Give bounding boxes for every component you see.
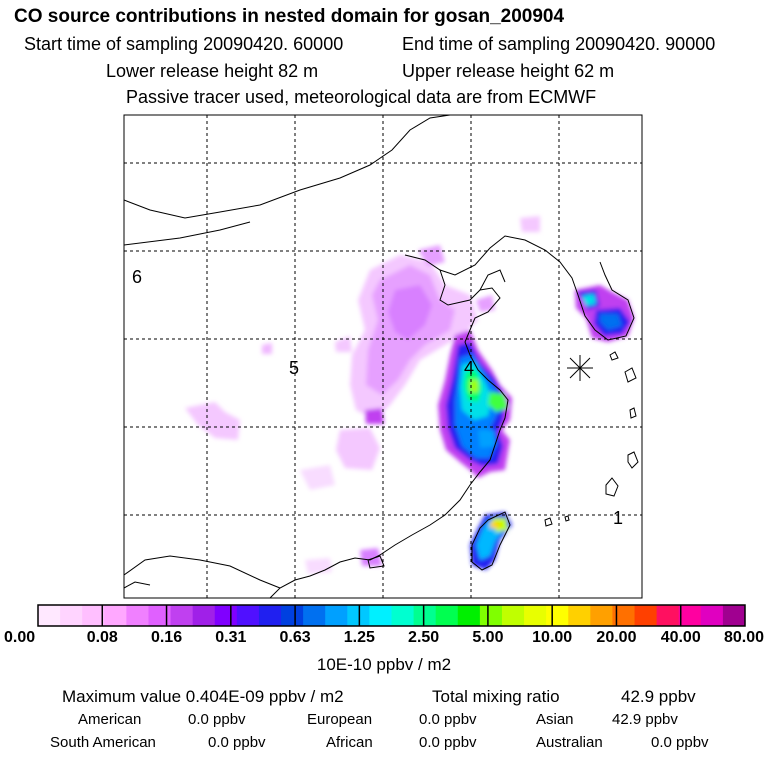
receptor-star-icon — [567, 355, 593, 381]
colorbar-swatch — [170, 605, 194, 626]
colorbar-swatch — [678, 605, 702, 626]
colorbar-swatch — [258, 605, 282, 626]
colorbar-tick-label: 0.08 — [86, 629, 118, 646]
region-value-american: 0.0 ppbv — [188, 711, 246, 728]
colorbar-tick-label: 0.16 — [150, 629, 183, 646]
colorbar-swatch — [281, 605, 304, 626]
colorbar-tick-label: 0.63 — [279, 629, 311, 646]
colorbar — [38, 605, 746, 626]
colorbar-swatch — [413, 605, 437, 626]
colorbar-swatch — [391, 605, 415, 626]
colorbar-tick-label: 5.00 — [472, 629, 504, 646]
max-value-label: Maximum value 0.404E-09 ppbv / m2 — [62, 687, 344, 706]
colorbar-tick-label: 2.50 — [408, 629, 440, 646]
colorbar-tick-label: 0.31 — [215, 629, 247, 646]
colorbar-swatch — [148, 605, 172, 626]
colorbar-swatch — [214, 605, 238, 626]
colorbar-swatch — [501, 605, 525, 626]
colorbar-tick-label: 40.00 — [660, 629, 701, 646]
colorbar-swatch — [303, 605, 326, 626]
colorbar-swatch — [325, 605, 348, 626]
map-title: CO source contributions in nested domain… — [14, 6, 565, 27]
coastlines — [124, 115, 639, 598]
colorbar-swatch — [568, 605, 591, 626]
colorbar-tick-label: 80.00 — [723, 629, 764, 646]
colorbar-swatch — [38, 605, 61, 626]
upper-release-label: Upper release height 62 m — [402, 61, 615, 81]
region-name-south-american: South American — [50, 734, 156, 751]
colorbar-unit: 10E-10 ppbv / m2 — [316, 655, 452, 674]
colorbar-tick-label: 1.25 — [343, 629, 375, 646]
colorbar-swatch — [700, 605, 724, 626]
colorbar-swatch — [104, 605, 127, 626]
colorbar-swatch — [126, 605, 149, 626]
map-area: 6 5 4 1 — [124, 115, 642, 598]
region-value-african: 0.0 ppbv — [419, 734, 477, 751]
region-label-6: 6 — [132, 267, 142, 287]
colorbar-swatch — [656, 605, 680, 626]
colorbar-swatch — [435, 605, 459, 626]
colorbar-tick-label: 10.00 — [532, 629, 573, 646]
start-time-label: Start time of sampling 20090420. 60000 — [24, 34, 344, 54]
total-mixing-label: Total mixing ratio — [432, 687, 560, 706]
region-value-south-american: 0.0 ppbv — [208, 734, 266, 751]
colorbar-swatch — [634, 605, 658, 626]
region-name-european: European — [307, 711, 373, 728]
region-label-4: 4 — [464, 358, 474, 378]
colorbar-swatch — [60, 605, 83, 626]
colorbar-swatch — [192, 605, 216, 626]
region-label-1: 1 — [613, 508, 623, 528]
region-value-european: 0.0 ppbv — [419, 711, 477, 728]
colorbar-tick-label: 20.00 — [596, 629, 637, 646]
total-mixing-value: 42.9 ppbv — [621, 687, 696, 706]
concentration-plume — [185, 216, 634, 574]
region-name-american: American — [78, 711, 142, 728]
region-name-australian: Australian — [536, 734, 603, 751]
colorbar-frame — [37, 604, 746, 627]
colorbar-swatch — [236, 605, 260, 626]
region-value-australian: 0.0 ppbv — [651, 734, 709, 751]
map-frame — [123, 114, 643, 599]
colorbar-swatch — [612, 605, 636, 626]
colorbar-swatch — [479, 605, 503, 626]
tracer-note: Passive tracer used, meteorological data… — [126, 87, 597, 107]
end-time-label: End time of sampling 20090420. 90000 — [402, 34, 716, 54]
colorbar-swatch — [82, 605, 105, 626]
region-value-asian: 42.9 ppbv — [612, 711, 678, 728]
region-name-african: African — [326, 734, 373, 751]
colorbar-swatch — [590, 605, 613, 626]
colorbar-swatch — [347, 605, 370, 626]
colorbar-swatch — [546, 605, 569, 626]
region-name-asian: Asian — [536, 711, 574, 728]
colorbar-tick-label: 0.00 — [4, 629, 36, 646]
graticule — [124, 115, 642, 598]
colorbar-swatch — [369, 605, 392, 626]
colorbar-swatch — [524, 605, 547, 626]
lower-release-label: Lower release height 82 m — [106, 61, 319, 81]
colorbar-swatch — [457, 605, 481, 626]
region-label-5: 5 — [289, 358, 299, 378]
colorbar-swatch — [722, 605, 746, 626]
